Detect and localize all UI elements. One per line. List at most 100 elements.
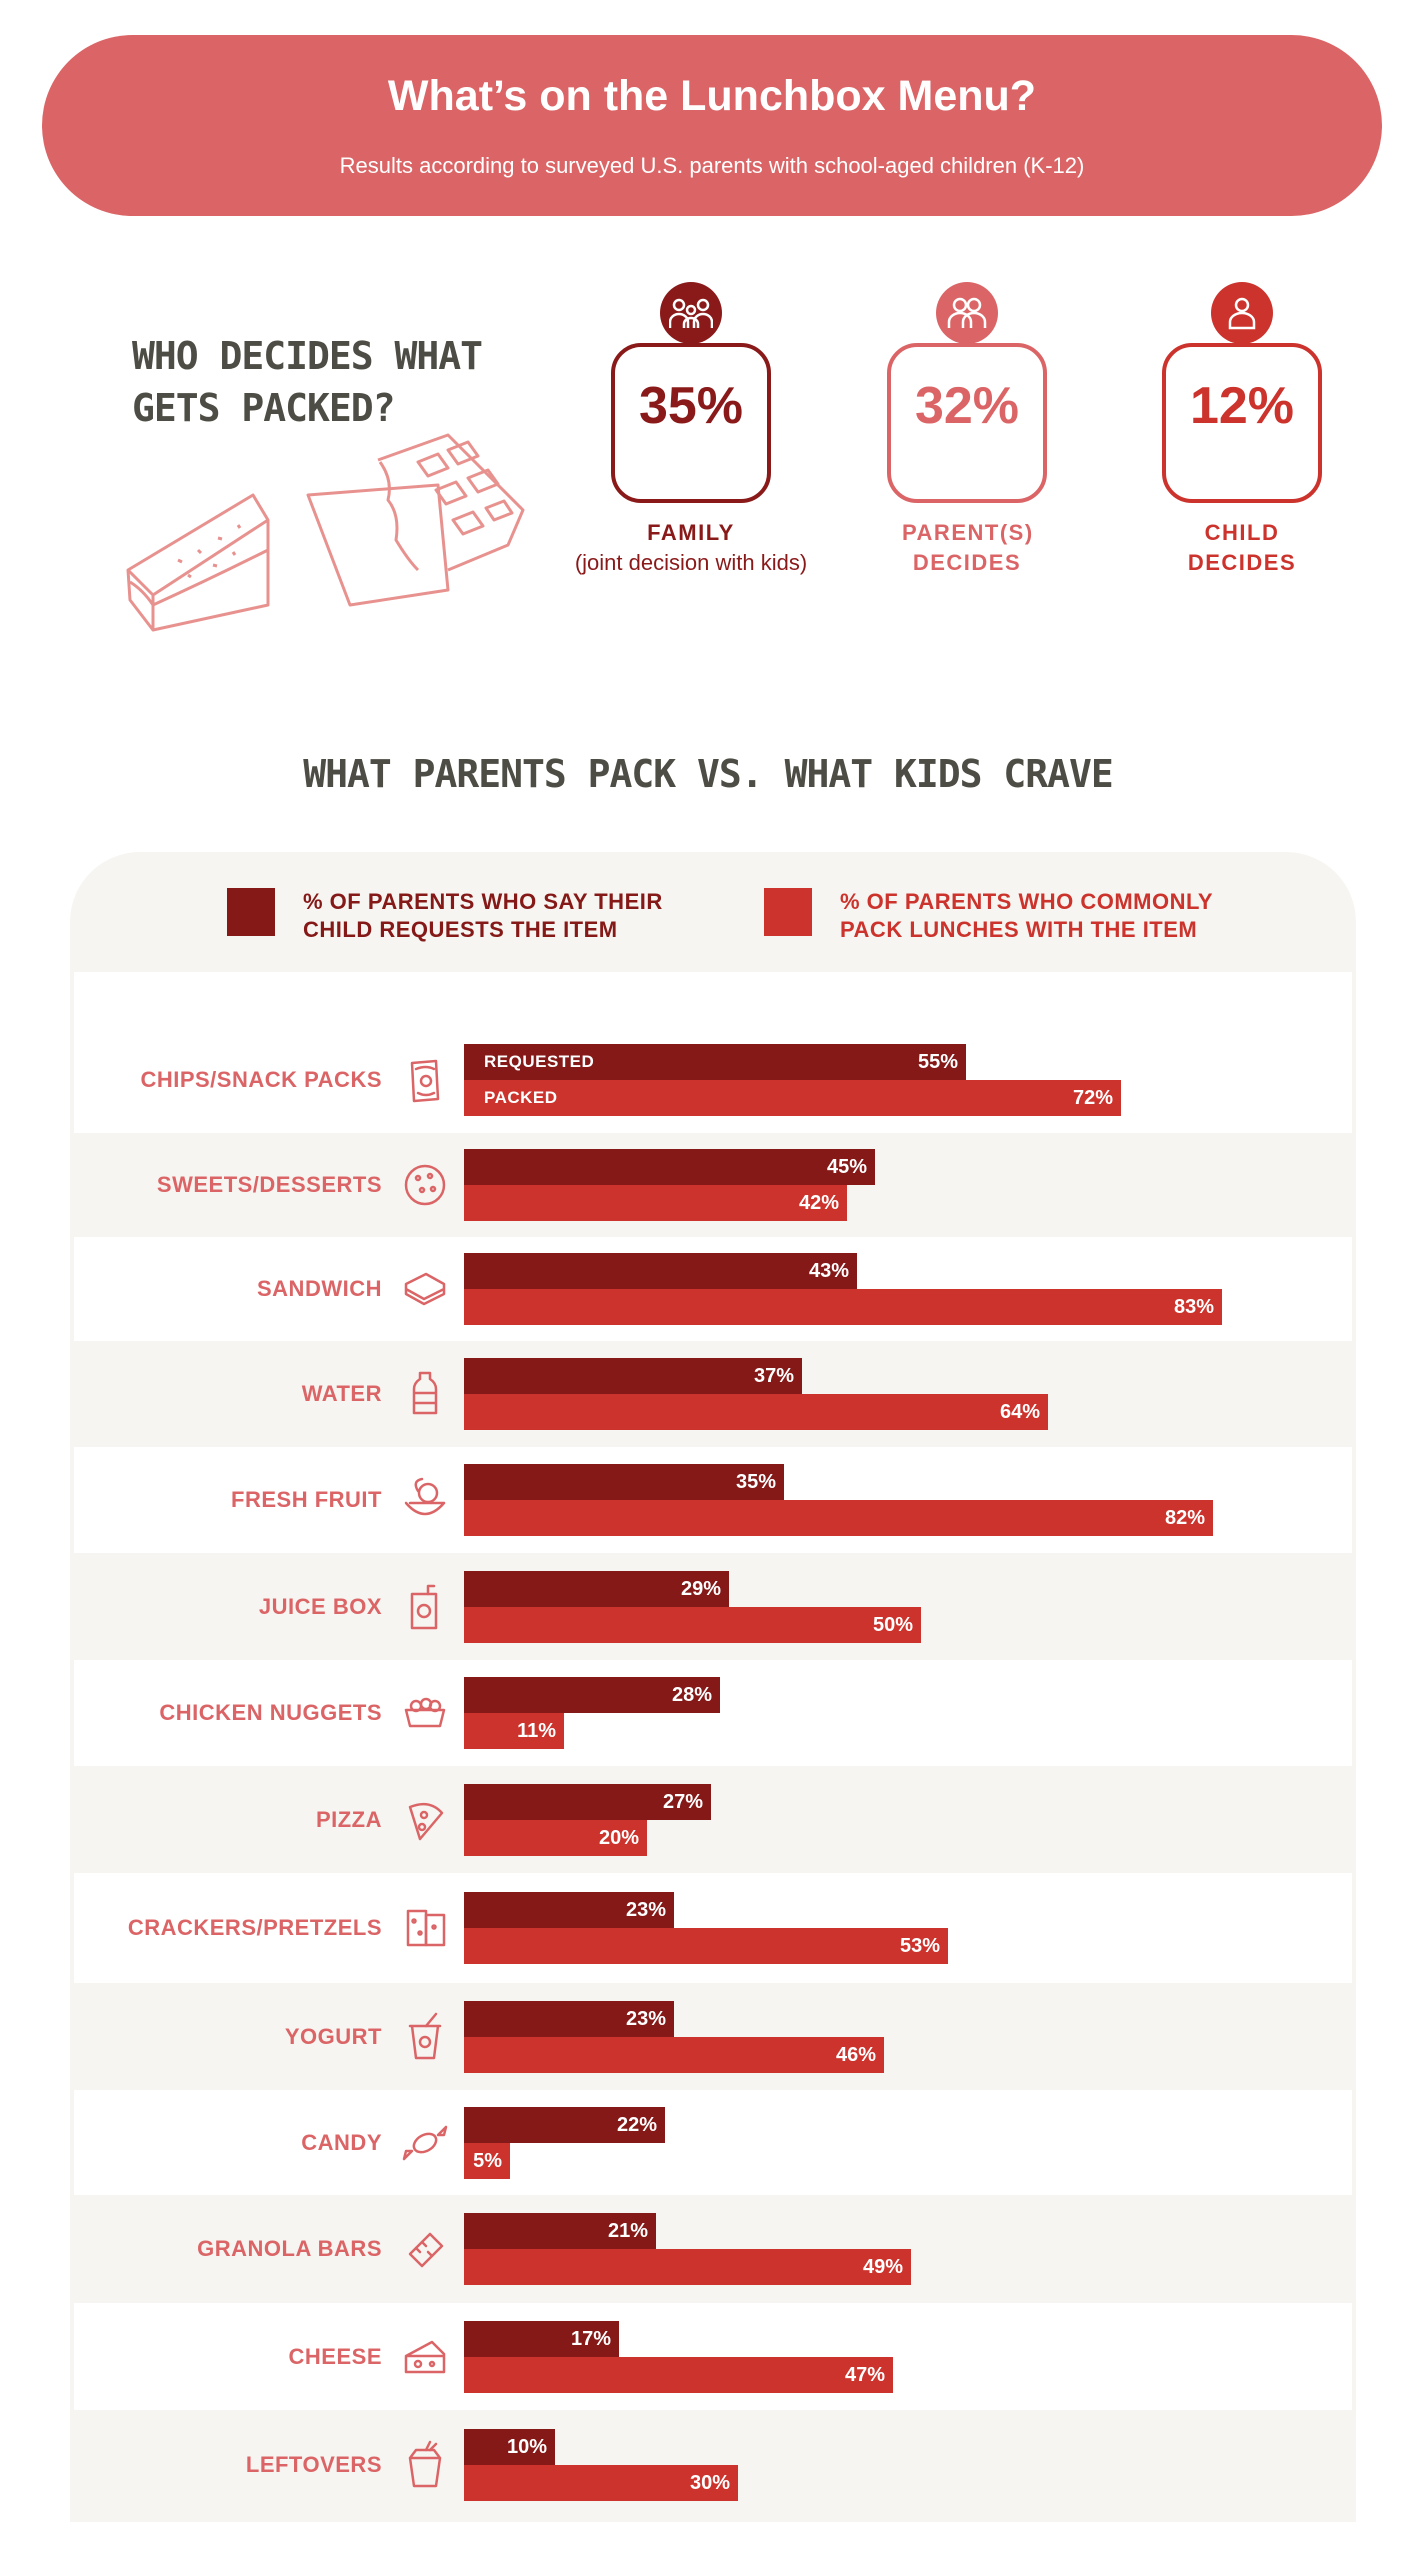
water-bottle-icon bbox=[412, 1371, 438, 1415]
stat-label: PARENT(S) DECIDES bbox=[902, 520, 1034, 575]
header-banner: What’s on the Lunchbox Menu? Results acc… bbox=[42, 35, 1382, 216]
cookie-icon bbox=[404, 1164, 446, 1206]
legend-swatch-requested bbox=[227, 888, 275, 936]
category-label: CHICKEN NUGGETS bbox=[159, 1700, 382, 1725]
bar-packed: 30% bbox=[464, 2465, 738, 2501]
bar-value-label: 46% bbox=[835, 2043, 876, 2066]
chart-row: FRESH FRUIT 35% 82% bbox=[74, 1447, 1352, 1553]
pizza-icon bbox=[408, 1802, 444, 1840]
chart-row: PIZZA 27% 20% bbox=[74, 1766, 1352, 1873]
bar-value-label: 49% bbox=[862, 2256, 903, 2278]
category-label: CANDY bbox=[301, 2129, 382, 2155]
category-label: CRACKERS/PRETZELS bbox=[127, 1915, 382, 1940]
bar-value-label: 20% bbox=[598, 1826, 639, 1849]
who-decides-title: WHO DECIDES WHAT GETS PACKED? bbox=[132, 334, 483, 430]
crackers-icon bbox=[406, 1909, 446, 1947]
bar-value-label: 23% bbox=[625, 1899, 666, 1921]
bar-requested: 37% bbox=[464, 1358, 802, 1394]
category-label: GRANOLA BARS bbox=[197, 2236, 382, 2261]
bar-value-label: 21% bbox=[607, 2220, 648, 2242]
bar-packed: 53% bbox=[464, 1928, 948, 1964]
category-label: WATER bbox=[301, 1381, 382, 1406]
nuggets-icon bbox=[404, 1697, 446, 1728]
legend-swatch-packed bbox=[764, 888, 812, 936]
legend-label-requested: % OF PARENTS WHO SAY THEIR CHILD REQUEST… bbox=[303, 889, 663, 942]
category-label: SANDWICH bbox=[257, 1276, 382, 1301]
bar-requested: 23% bbox=[464, 2000, 674, 2037]
stat-value: 12% bbox=[1189, 377, 1295, 435]
bar-requested: 45% bbox=[464, 1149, 875, 1185]
bar-value-label: 28% bbox=[671, 1684, 712, 1706]
bar-packed: 46% bbox=[464, 2036, 884, 2073]
category-label: JUICE BOX bbox=[258, 1593, 382, 1619]
chart-row: CHICKEN NUGGETS 28% 11% bbox=[74, 1660, 1352, 1766]
bar-requested: 27% bbox=[464, 1783, 711, 1820]
family-icon bbox=[660, 282, 722, 344]
chart-row: CHIPS/SNACK PACKS REQUESTED 55% PACKED 72% bbox=[74, 1030, 1352, 1130]
bar-value-label: 22% bbox=[616, 2113, 657, 2136]
yogurt-icon bbox=[408, 2012, 442, 2059]
chart-row: GRANOLA BARS 21% 49% bbox=[74, 2195, 1352, 2303]
bar-value-label: 42% bbox=[798, 1192, 839, 1214]
category-label: SWEETS/DESSERTS bbox=[156, 1172, 382, 1197]
page-subtitle: Results according to surveyed U.S. paren… bbox=[339, 153, 1085, 178]
bar-packed: 47% bbox=[464, 2356, 893, 2393]
bar-requested: 28% bbox=[464, 1677, 720, 1713]
stat-card bbox=[887, 343, 1047, 503]
chart-row: CRACKERS/PRETZELS 23% 53% bbox=[74, 1873, 1352, 1983]
bar-value-label: 45% bbox=[826, 1156, 867, 1178]
sandwich-chocolate-illustration bbox=[126, 433, 525, 632]
juice-box-icon bbox=[410, 1584, 438, 1629]
chart-row: LEFTOVERS 10% 30% bbox=[74, 2410, 1352, 2520]
category-label: PIZZA bbox=[315, 1806, 382, 1832]
page-title: What’s on the Lunchbox Menu? bbox=[387, 72, 1037, 120]
bar-value-label: 35% bbox=[735, 1471, 776, 1493]
stat-label: FAMILY (joint decision with kids) bbox=[546, 518, 836, 578]
bar-packed: PACKED 72% bbox=[464, 1080, 1121, 1116]
bar-value-label: 30% bbox=[689, 2472, 730, 2494]
stat-sub-text: (joint decision with kids) bbox=[574, 550, 808, 575]
bar-packed: 11% bbox=[464, 1713, 564, 1749]
chart-row: JUICE BOX 29% 50% bbox=[74, 1553, 1352, 1660]
bar-value-label: 10% bbox=[506, 2436, 547, 2458]
category-label: CHIPS/SNACK PACKS bbox=[140, 1067, 382, 1092]
child-icon bbox=[1211, 282, 1273, 344]
chart-row: CANDY 22% 5% bbox=[74, 2090, 1352, 2195]
bar-series-tag: PACKED bbox=[484, 1088, 558, 1107]
cheese-icon bbox=[404, 2340, 446, 2373]
bar-packed: 42% bbox=[464, 1185, 847, 1221]
chart-row: SANDWICH 43% 83% bbox=[74, 1237, 1352, 1341]
category-label: CHEESE bbox=[288, 2343, 382, 2369]
stat-card bbox=[611, 343, 771, 503]
chart-row: CHEESE 17% 47% bbox=[74, 2303, 1352, 2410]
sandwich-icon bbox=[404, 1272, 446, 1306]
bar-value-label: 43% bbox=[808, 1260, 849, 1282]
bar-value-label: 17% bbox=[570, 2327, 611, 2350]
bar-value-label: 55% bbox=[917, 1051, 958, 1073]
category-label: FRESH FRUIT bbox=[231, 1487, 382, 1512]
takeout-box-icon bbox=[408, 2440, 442, 2488]
bar-packed: 20% bbox=[464, 1819, 647, 1856]
bar-packed: 5% bbox=[464, 2142, 510, 2179]
bar-value-label: 11% bbox=[517, 1720, 556, 1742]
bar-value-label: 64% bbox=[999, 1401, 1040, 1423]
category-label: YOGURT bbox=[284, 2023, 382, 2049]
bar-requested: 10% bbox=[464, 2429, 555, 2465]
legend-requested: % OF PARENTS WHO SAY THEIR CHILD REQUEST… bbox=[227, 888, 693, 944]
chart-row: YOGURT 23% 46% bbox=[74, 1983, 1352, 2090]
chips-icon bbox=[410, 1059, 440, 1103]
bar-value-label: 5% bbox=[473, 2149, 502, 2172]
stat-card bbox=[1162, 343, 1322, 503]
bar-value-label: 37% bbox=[753, 1365, 794, 1387]
granola-bar-icon bbox=[408, 2232, 444, 2268]
legend-packed: % OF PARENTS WHO COMMONLY PACK LUNCHES W… bbox=[764, 888, 1260, 944]
stat-label: CHILD DECIDES bbox=[1187, 520, 1297, 575]
chart-row: WATER 37% 64% bbox=[74, 1341, 1352, 1447]
bar-requested: 17% bbox=[464, 2320, 619, 2357]
bar-value-label: 83% bbox=[1173, 1296, 1214, 1318]
bar-value-label: 53% bbox=[899, 1935, 940, 1957]
bar-value-label: 82% bbox=[1164, 1507, 1205, 1529]
stat-value: 35% bbox=[638, 377, 744, 435]
bar-packed: 49% bbox=[464, 2249, 911, 2285]
bar-requested: 43% bbox=[464, 1253, 857, 1289]
